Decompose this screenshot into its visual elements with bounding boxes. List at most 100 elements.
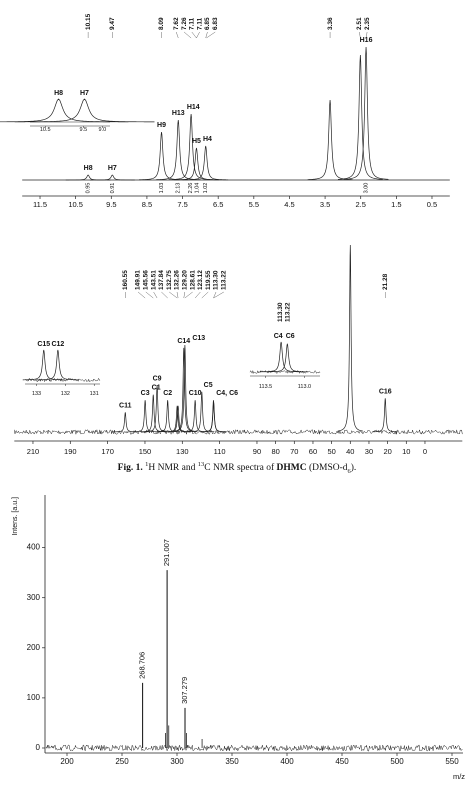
inset-tick-label: 133	[32, 391, 41, 397]
x-tick-label: 3.5	[320, 200, 330, 209]
x-tick-label: 70	[290, 447, 298, 456]
inset-tick-label: 132	[61, 391, 70, 397]
shift-label: 8.09	[158, 17, 165, 30]
inset-tick-label: 113.0	[298, 384, 311, 390]
x-tick-label: 0	[423, 447, 427, 456]
shift-label: 132.26	[174, 270, 181, 290]
x-tick-label: 60	[309, 447, 317, 456]
peak	[132, 400, 158, 433]
x-tick-label: 8.5	[142, 200, 152, 209]
shift-label: 128.61	[189, 270, 196, 290]
x-tick-label: 200	[60, 757, 74, 766]
caption: Fig. 1. 1H NMR and 13C NMR spectra of DH…	[0, 461, 474, 475]
peak-label: C16	[379, 388, 392, 395]
x-tick-label: 400	[280, 757, 294, 766]
caption-text: H NMR and	[148, 463, 198, 474]
leader	[359, 31, 361, 39]
caption-sub: 6	[347, 468, 351, 476]
shift-label: 7.11	[189, 17, 196, 30]
peak-label: C14	[177, 338, 190, 345]
x-tick-label: 4.5	[284, 200, 294, 209]
integral: 1.02	[203, 183, 209, 194]
leader	[169, 291, 178, 299]
inset-label: C4	[274, 333, 283, 340]
shift-label: 149.91	[135, 270, 142, 290]
shift-label: 21.28	[382, 273, 389, 290]
x-tick-label: 9.5	[106, 200, 116, 209]
shift-label: 132.75	[166, 270, 173, 290]
shift-label: 3.36	[327, 17, 334, 30]
peak	[172, 345, 198, 432]
inset-tick-label: 9.5	[80, 127, 88, 133]
peak-label: H13	[172, 110, 185, 117]
inset-label: H7	[80, 90, 89, 97]
peak	[337, 54, 383, 180]
x-axis-label: m/z	[453, 772, 465, 781]
peak-label: H5	[192, 138, 201, 145]
integral: 0.95	[86, 183, 92, 194]
peak-label: C9	[153, 375, 162, 382]
x-tick-label: 90	[253, 447, 261, 456]
shift-label: 137.84	[158, 270, 165, 290]
peak-label: C4, C6	[216, 390, 238, 397]
leader	[365, 31, 368, 39]
caption-text: ).	[350, 463, 357, 474]
leader	[183, 31, 192, 39]
y-axis-label: Intens. [a.u.]	[12, 497, 19, 536]
x-tick-label: 11.5	[33, 200, 47, 209]
caption-compound: DHMC	[276, 463, 307, 474]
peak	[183, 145, 229, 181]
shift-label: 143.51	[150, 270, 157, 290]
peak	[112, 412, 138, 433]
peak-label: H8	[84, 165, 93, 172]
shift-label: 6.85	[204, 17, 211, 30]
shift-label: 129.20	[182, 270, 189, 290]
leader	[213, 291, 217, 299]
peak	[168, 113, 214, 181]
leader	[206, 31, 216, 39]
peak	[201, 402, 227, 433]
inset-shift-label: 113.22	[285, 302, 292, 322]
inset-label: C6	[286, 333, 295, 340]
x-tick-label: 110	[214, 447, 226, 456]
y-tick-label: 300	[27, 593, 41, 602]
leader	[201, 291, 209, 299]
shift-label: 6.83	[212, 17, 219, 30]
integral: 2.26	[188, 183, 194, 194]
x-tick-label: 50	[327, 447, 335, 456]
inset-tick-label: 113.5	[259, 384, 272, 390]
integral: 2.13	[176, 183, 182, 194]
shift-label: 2.35	[364, 17, 371, 30]
inset-peak	[260, 341, 303, 373]
peak-label: H14	[187, 104, 200, 111]
caption-text: (DMSO-d	[306, 463, 348, 474]
integral: 1.03	[159, 183, 165, 194]
peak-label: C13	[192, 335, 205, 342]
inset-shift-label: 113.30	[277, 302, 284, 322]
peak-label: H7	[108, 165, 117, 172]
leader	[205, 31, 208, 39]
caption-label: Fig. 1.	[117, 463, 143, 474]
leader	[191, 31, 197, 39]
leader	[145, 291, 154, 299]
peak-label: C1	[152, 385, 161, 392]
x-tick-label: 210	[27, 447, 40, 456]
integral: 3.00	[364, 183, 370, 194]
inset-peak	[266, 343, 309, 373]
x-tick-label: 170	[101, 447, 114, 456]
leader	[194, 291, 201, 299]
peak	[174, 147, 219, 181]
x-tick-label: 500	[390, 757, 404, 766]
inset-label: H8	[54, 90, 63, 97]
peak-label: H4	[203, 136, 212, 143]
peak-label: 268.706	[138, 652, 147, 679]
x-tick-label: 130	[176, 447, 189, 456]
peak	[343, 46, 389, 180]
peak	[89, 174, 135, 181]
x-tick-label: 150	[139, 447, 152, 456]
shift-label: 7.26	[181, 17, 188, 30]
peak-label: C10	[189, 390, 202, 397]
x-tick-label: 10	[402, 447, 410, 456]
x-tick-label: 40	[346, 447, 354, 456]
